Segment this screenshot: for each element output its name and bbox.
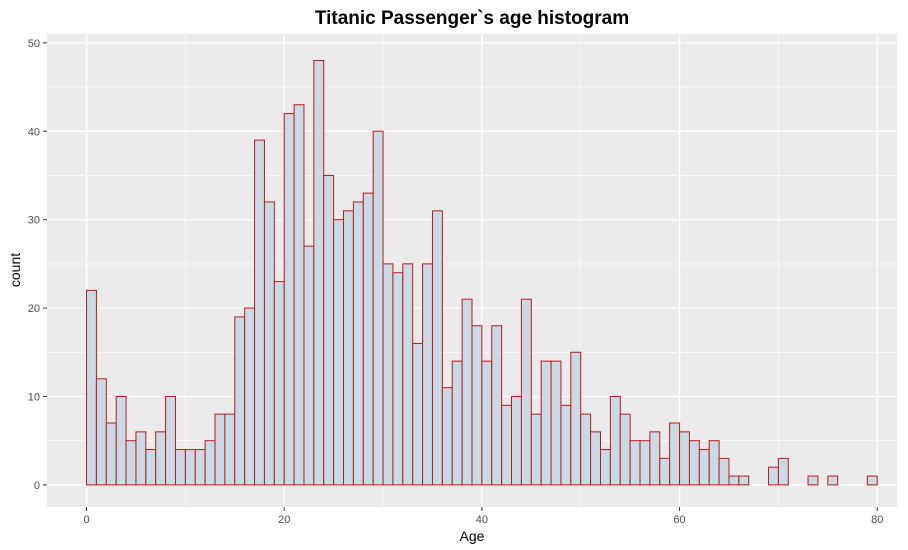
- histogram-bar: [679, 431, 690, 486]
- y-axis-ticks: 0 10 20 30 40 50: [28, 38, 47, 492]
- histogram-bar: [224, 413, 236, 486]
- histogram-bar: [125, 440, 137, 486]
- histogram-bar: [273, 281, 285, 486]
- y-tick-label: 50: [28, 38, 40, 50]
- x-tick-label: 20: [278, 514, 290, 526]
- histogram-bar: [165, 395, 176, 486]
- histogram-bar: [728, 475, 740, 486]
- histogram-bar: [214, 413, 226, 486]
- histogram-bar: [827, 475, 839, 486]
- y-axis-title: count: [7, 253, 23, 287]
- histogram-bar: [412, 342, 424, 486]
- histogram-bar: [86, 289, 97, 486]
- histogram-bar: [530, 413, 542, 486]
- histogram-bar: [659, 457, 671, 486]
- histogram-bar: [580, 413, 592, 486]
- histogram-bar: [807, 475, 819, 486]
- histogram-bar: [174, 449, 186, 486]
- histogram-bar: [718, 457, 730, 486]
- x-tick-label: 40: [476, 514, 488, 526]
- histogram-bar: [649, 431, 661, 486]
- histogram-bar: [481, 360, 493, 486]
- histogram-bar: [343, 210, 354, 486]
- histogram-bar: [609, 395, 621, 486]
- histogram-bar: [471, 325, 483, 486]
- histogram-bar: [491, 325, 503, 486]
- histogram-bar: [194, 449, 206, 486]
- histogram-bar: [461, 298, 473, 486]
- histogram-bar: [738, 475, 750, 486]
- x-axis-ticks: 0 20 40 60 80: [83, 507, 883, 526]
- histogram-bar: [570, 351, 582, 486]
- histogram-bar: [866, 475, 878, 486]
- histogram-bar: [708, 440, 720, 486]
- x-tick-label: 60: [673, 514, 685, 526]
- histogram-bar: [352, 201, 364, 486]
- histogram-bar: [599, 449, 611, 486]
- histogram-bar: [768, 466, 779, 486]
- histogram-bar: [362, 192, 374, 486]
- histogram-bar: [313, 60, 325, 486]
- histogram-bar: [333, 219, 345, 486]
- histogram-bar: [372, 130, 384, 486]
- histogram-bar: [155, 431, 167, 486]
- histogram-bar: [382, 263, 394, 486]
- histogram-bar: [550, 360, 562, 486]
- histogram-bar: [145, 449, 157, 486]
- histogram-bar: [777, 457, 789, 486]
- histogram-bar: [669, 422, 681, 486]
- histogram-bar: [263, 201, 275, 486]
- histogram-bar: [392, 272, 404, 486]
- histogram-bar: [629, 440, 641, 486]
- histogram-bar: [590, 431, 601, 486]
- histogram-bar: [441, 387, 453, 486]
- histogram-bars: [86, 60, 878, 486]
- y-tick-label: 20: [28, 303, 40, 315]
- histogram-bar: [244, 307, 256, 486]
- histogram-bar: [451, 360, 463, 486]
- y-tick-label: 30: [28, 215, 40, 227]
- y-tick-label: 10: [28, 391, 40, 403]
- y-tick-label: 0: [34, 480, 40, 492]
- x-axis-title: Age: [460, 528, 485, 544]
- histogram-bar: [105, 422, 117, 486]
- chart-title: Titanic Passenger`s age histogram: [315, 8, 629, 29]
- x-tick-label: 0: [83, 514, 89, 526]
- histogram-bar: [520, 298, 532, 486]
- histogram-bar: [688, 440, 700, 486]
- histogram-bar: [698, 449, 710, 486]
- histogram-bar: [184, 449, 196, 486]
- histogram-bar: [135, 431, 147, 486]
- histogram-bar: [204, 440, 216, 486]
- histogram-bar: [254, 139, 265, 486]
- histogram-bar: [619, 413, 631, 486]
- histogram-bar: [283, 113, 295, 486]
- histogram-bar: [639, 440, 651, 486]
- x-tick-label: 80: [871, 514, 883, 526]
- histogram-bar: [501, 404, 513, 486]
- histogram-bar: [540, 360, 552, 486]
- histogram-bar: [431, 210, 443, 486]
- histogram-bar: [422, 263, 433, 486]
- histogram-bar: [323, 174, 335, 486]
- histogram-bar: [95, 378, 107, 486]
- histogram-bar: [234, 316, 246, 486]
- histogram-bar: [560, 404, 572, 486]
- histogram-bar: [303, 245, 315, 486]
- histogram-bar: [511, 395, 522, 486]
- histogram-bar: [293, 104, 305, 486]
- histogram-bar: [115, 395, 127, 486]
- y-tick-label: 40: [28, 126, 40, 138]
- histogram-bar: [402, 263, 414, 486]
